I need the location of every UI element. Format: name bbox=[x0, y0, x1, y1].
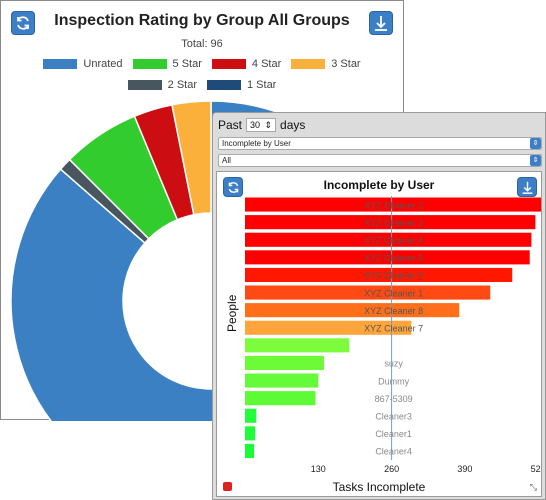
x-tick-label: 520 bbox=[531, 464, 541, 474]
legend-item-unrated[interactable]: Unrated bbox=[43, 58, 123, 70]
bar[interactable] bbox=[245, 232, 532, 247]
bar[interactable] bbox=[245, 373, 319, 388]
bar[interactable] bbox=[245, 338, 350, 353]
x-tick-label: 260 bbox=[384, 464, 399, 474]
bar[interactable] bbox=[245, 426, 256, 441]
date-range-row: Past 30 ⇕ days bbox=[218, 118, 305, 132]
select-arrows-icon: ⇕ bbox=[530, 155, 541, 166]
legend-swatch bbox=[132, 59, 167, 69]
bar-chart: XYZ Cleaner 2 XYZ Cleaner 3 XYZ Cleaner 4 X… bbox=[245, 196, 541, 474]
donut-slice-3-star[interactable] bbox=[171, 100, 212, 216]
bar-label: XYZ Cleaner 6 bbox=[364, 253, 423, 263]
legend-label: 3 Star bbox=[331, 58, 361, 70]
bar[interactable] bbox=[245, 320, 412, 335]
bar-label: XYZ Cleaner 4 bbox=[364, 236, 423, 246]
chart-title: Inspection Rating by Group All Groups bbox=[54, 12, 350, 29]
legend-item-3-star[interactable]: 3 Star bbox=[291, 58, 361, 70]
y-axis-label: People bbox=[225, 294, 239, 332]
legend-item-5-star[interactable]: 5 Star bbox=[132, 58, 202, 70]
bar-label: Cleaner1 bbox=[375, 429, 412, 439]
legend-label: 2 Star bbox=[167, 79, 197, 91]
stepper-arrows-icon[interactable]: ⇕ bbox=[264, 119, 273, 130]
chart-subtitle: Total: 96 bbox=[181, 38, 223, 50]
days-stepper[interactable]: 30 ⇕ bbox=[246, 118, 277, 132]
bar-label: XYZ Cleaner 5 bbox=[364, 271, 423, 281]
select-arrows-icon: ⇕ bbox=[530, 138, 541, 149]
resize-handle-icon[interactable]: ⤡ bbox=[529, 482, 537, 492]
bar-chart-panel: XYZ Cleaner 2 XYZ Cleaner 3 XYZ Cleaner 4 X… bbox=[216, 171, 542, 497]
x-tick-label: 390 bbox=[457, 464, 472, 474]
filter-select-value: All bbox=[222, 156, 231, 165]
legend-row-2: 2 Star 1 Star bbox=[1, 79, 403, 91]
bar-label: XYZ Cleaner 2 bbox=[364, 200, 423, 210]
legend-label: Unrated bbox=[83, 58, 123, 70]
bar[interactable] bbox=[245, 355, 324, 370]
bar[interactable] bbox=[245, 408, 257, 423]
bar-label: XYZ Cleaner 8 bbox=[364, 306, 423, 316]
bar-label: XYZ Cleaner 3 bbox=[364, 218, 423, 228]
legend-swatch bbox=[43, 59, 78, 69]
download-icon[interactable] bbox=[369, 11, 393, 35]
bar[interactable] bbox=[245, 197, 541, 212]
legend-label: 4 Star bbox=[251, 58, 282, 70]
bar[interactable] bbox=[245, 250, 530, 265]
bar-label: Cleaner3 bbox=[375, 412, 412, 422]
legend-item-4-star[interactable]: 4 Star bbox=[211, 58, 282, 70]
calendar-icon[interactable] bbox=[223, 482, 232, 491]
legend-swatch bbox=[211, 59, 246, 69]
bar[interactable] bbox=[245, 443, 255, 458]
legend-swatch bbox=[207, 80, 241, 90]
report-select-value: Incomplete by User bbox=[222, 139, 291, 148]
x-axis-label: Tasks Incomplete bbox=[332, 480, 426, 494]
report-select[interactable]: Incomplete by User ⇕ bbox=[218, 137, 542, 150]
refresh-icon[interactable] bbox=[223, 177, 243, 197]
bar[interactable] bbox=[245, 215, 536, 230]
bar-label: Cleaner4 bbox=[375, 447, 412, 457]
refresh-icon[interactable] bbox=[11, 11, 35, 35]
bar[interactable] bbox=[245, 391, 316, 406]
bar[interactable] bbox=[245, 267, 513, 282]
bar-label: suzy bbox=[384, 359, 403, 369]
bar-label: 867-5309 bbox=[375, 394, 413, 404]
legend-item-1-star[interactable]: 1 Star bbox=[207, 79, 276, 91]
incomplete-by-user-widget: Past 30 ⇕ days Incomplete by User ⇕ All ⇕ X… bbox=[212, 112, 546, 500]
legend-item-2-star[interactable]: 2 Star bbox=[127, 79, 197, 91]
bar-label: XYZ Cleaner 1 bbox=[364, 288, 423, 298]
x-tick-label: 130 bbox=[311, 464, 326, 474]
bar[interactable] bbox=[245, 303, 460, 318]
legend-swatch bbox=[291, 59, 326, 69]
days-value: 30 bbox=[250, 120, 261, 130]
bar[interactable] bbox=[245, 285, 491, 300]
chart-title: Incomplete by User bbox=[323, 178, 435, 192]
legend-label: 1 Star bbox=[247, 79, 277, 91]
legend-swatch bbox=[127, 80, 162, 90]
bar-label: Dummy bbox=[378, 376, 409, 386]
past-label: Past bbox=[218, 118, 243, 132]
days-label: days bbox=[280, 118, 306, 132]
legend-label: 5 Star bbox=[172, 58, 202, 70]
bar-label: XYZ Cleaner 7 bbox=[364, 324, 423, 334]
legend-row-1: Unrated 5 Star 4 Star 3 Star bbox=[1, 58, 403, 70]
download-icon[interactable] bbox=[517, 177, 537, 197]
filter-select[interactable]: All ⇕ bbox=[218, 154, 542, 167]
